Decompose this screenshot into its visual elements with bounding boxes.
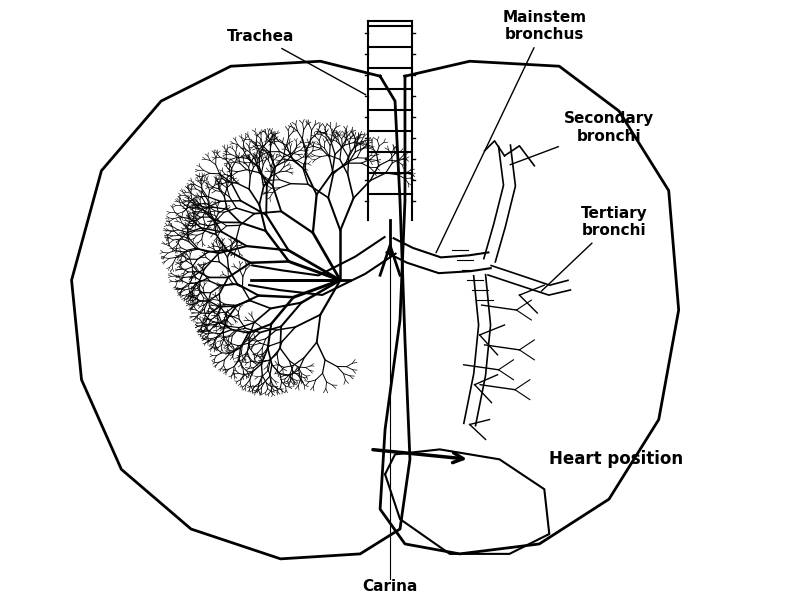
Text: Trachea: Trachea [227,29,365,95]
Text: Carina: Carina [362,579,417,594]
Text: Heart position: Heart position [549,451,683,468]
Text: Tertiary
bronchi: Tertiary bronchi [541,206,647,291]
Text: Secondary
bronchi: Secondary bronchi [510,112,654,165]
Text: Mainstem
bronchus: Mainstem bronchus [436,10,587,253]
